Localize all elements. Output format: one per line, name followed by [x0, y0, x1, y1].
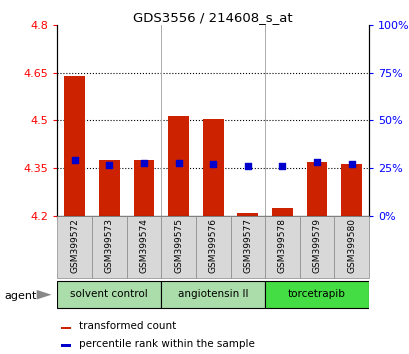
- Bar: [272, 208, 292, 216]
- Bar: [126, 216, 161, 278]
- Bar: [230, 216, 265, 278]
- Bar: [92, 216, 126, 278]
- Title: GDS3556 / 214608_s_at: GDS3556 / 214608_s_at: [133, 11, 292, 24]
- Text: GSM399578: GSM399578: [277, 218, 286, 273]
- Bar: [334, 216, 368, 278]
- Point: [175, 160, 182, 166]
- Text: GSM399574: GSM399574: [139, 218, 148, 273]
- Text: GSM399576: GSM399576: [208, 218, 217, 273]
- Bar: [340, 164, 361, 216]
- Point: [348, 161, 354, 167]
- Bar: [99, 160, 119, 216]
- Point: [279, 163, 285, 169]
- Polygon shape: [37, 290, 52, 299]
- Point: [209, 161, 216, 167]
- Bar: [202, 119, 223, 216]
- Text: solvent control: solvent control: [70, 289, 148, 299]
- Bar: [196, 216, 230, 278]
- Text: GSM399579: GSM399579: [312, 218, 321, 273]
- Point: [140, 160, 147, 166]
- Text: GSM399577: GSM399577: [243, 218, 252, 273]
- Text: GSM399580: GSM399580: [346, 218, 355, 273]
- Bar: [265, 281, 368, 308]
- Point: [106, 162, 112, 168]
- Bar: [57, 216, 92, 278]
- Bar: [299, 216, 334, 278]
- Text: angiotensin II: angiotensin II: [178, 289, 248, 299]
- Text: GSM399572: GSM399572: [70, 218, 79, 273]
- Bar: [237, 213, 258, 216]
- Bar: [57, 281, 161, 308]
- Text: percentile rank within the sample: percentile rank within the sample: [79, 339, 254, 349]
- Text: agent: agent: [4, 291, 36, 301]
- Bar: [64, 76, 85, 216]
- Text: GSM399575: GSM399575: [174, 218, 183, 273]
- Text: transformed count: transformed count: [79, 321, 176, 331]
- Point: [313, 160, 319, 165]
- Bar: [161, 216, 196, 278]
- Bar: [61, 344, 71, 347]
- Text: GSM399573: GSM399573: [105, 218, 114, 273]
- Bar: [306, 162, 327, 216]
- Bar: [61, 327, 71, 329]
- Bar: [265, 216, 299, 278]
- Bar: [161, 281, 265, 308]
- Point: [244, 163, 250, 169]
- Text: torcetrapib: torcetrapib: [288, 289, 345, 299]
- Bar: [168, 116, 189, 216]
- Bar: [133, 160, 154, 216]
- Point: [71, 157, 78, 163]
